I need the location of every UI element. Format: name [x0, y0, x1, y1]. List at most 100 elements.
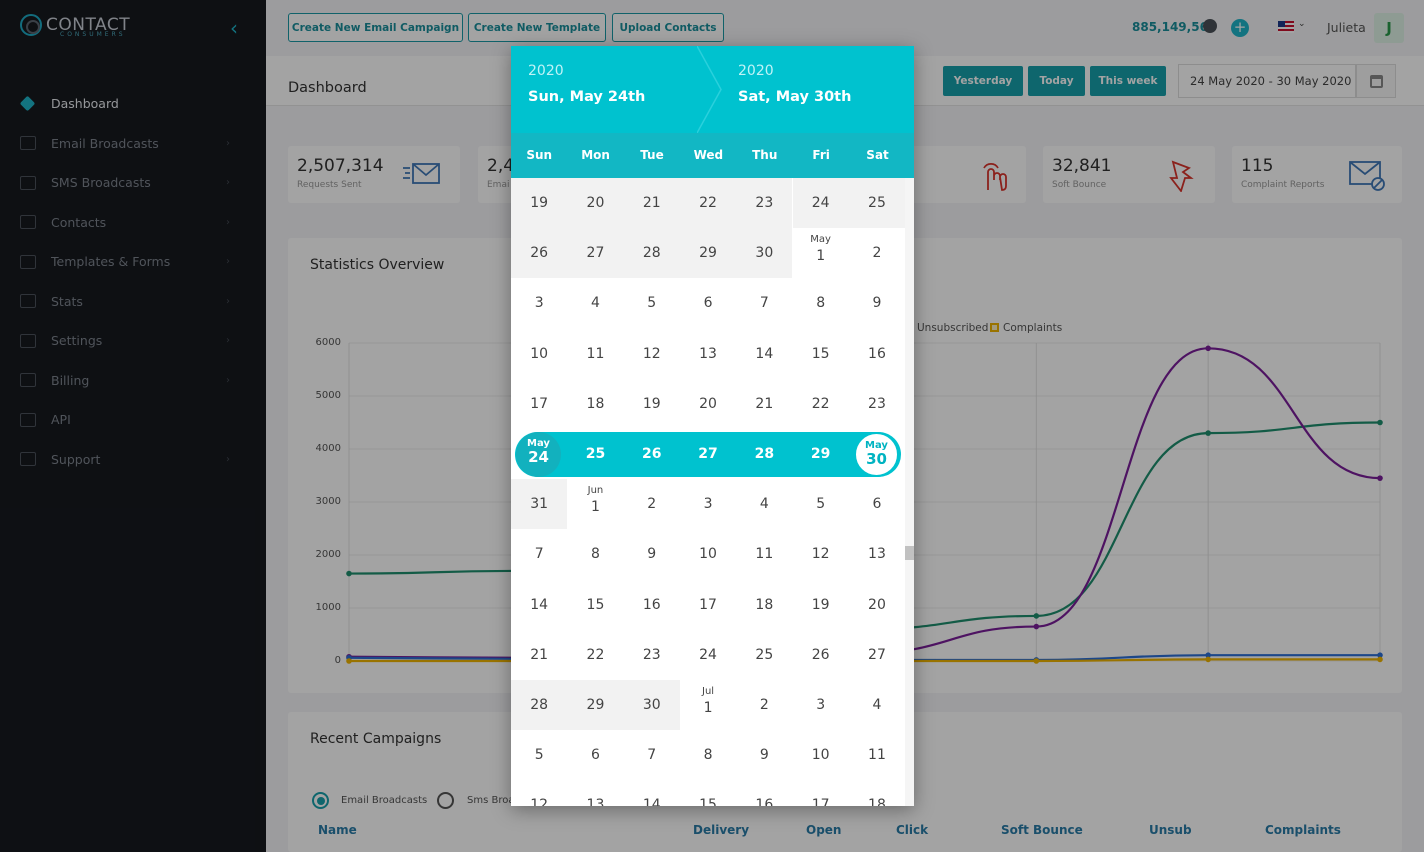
data-point[interactable]: [1033, 658, 1040, 664]
sidebar-item-support[interactable]: Support ›: [0, 440, 266, 480]
data-point[interactable]: [346, 570, 352, 577]
column-header-unsub[interactable]: Unsub: [1149, 823, 1192, 837]
calendar-day[interactable]: 23: [849, 379, 905, 429]
calendar-day[interactable]: 11: [567, 329, 623, 379]
calendar-day[interactable]: 29: [567, 680, 624, 731]
email-broadcasts-radio[interactable]: [312, 792, 329, 809]
calendar-day[interactable]: 22: [679, 178, 737, 229]
calendar-day[interactable]: 8: [567, 529, 623, 579]
calendar-day[interactable]: 9: [849, 278, 905, 328]
column-header-click[interactable]: Click: [896, 823, 929, 837]
calendar-day[interactable]: 5: [624, 278, 680, 328]
collapse-sidebar-icon[interactable]: ‹: [230, 16, 238, 40]
sidebar-item-sms-broadcasts[interactable]: SMS Broadcasts ›: [0, 163, 266, 203]
calendar-day[interactable]: 14: [511, 580, 567, 630]
logo[interactable]: CONTACT: [20, 14, 130, 36]
calendar-day[interactable]: 30: [736, 228, 793, 279]
calendar-day[interactable]: 6: [849, 479, 905, 529]
sidebar-item-dashboard[interactable]: Dashboard: [0, 84, 266, 124]
calendar-day[interactable]: 13: [680, 329, 736, 379]
this-week-button[interactable]: This week: [1090, 66, 1166, 96]
calendar-day[interactable]: 6: [567, 730, 623, 780]
calendar-day[interactable]: 16: [736, 780, 792, 806]
end-year[interactable]: 2020: [738, 63, 774, 79]
column-header-name[interactable]: Name: [318, 823, 357, 837]
calendar-day[interactable]: 17: [793, 780, 849, 806]
sidebar-item-api[interactable]: API: [0, 400, 266, 440]
calendar-scrollbar[interactable]: [905, 178, 914, 806]
sidebar-item-settings[interactable]: Settings ›: [0, 321, 266, 361]
calendar-day[interactable]: 31: [511, 479, 568, 530]
calendar-day[interactable]: 17: [680, 580, 736, 630]
calendar-day[interactable]: 24: [680, 630, 736, 680]
username[interactable]: Julieta: [1327, 20, 1366, 35]
calendar-day[interactable]: 21: [623, 178, 680, 229]
calendar-day[interactable]: 10: [511, 329, 567, 379]
calendar-day[interactable]: 30: [623, 680, 680, 731]
sidebar-item-templates-forms[interactable]: Templates & Forms ›: [0, 242, 266, 282]
calendar-day[interactable]: 23: [624, 630, 680, 680]
calendar-button[interactable]: [1356, 64, 1396, 98]
calendar-day[interactable]: 10: [680, 529, 736, 579]
calendar-day[interactable]: 8: [680, 730, 736, 780]
sidebar-item-stats[interactable]: Stats ›: [0, 282, 266, 322]
data-point[interactable]: [1205, 345, 1211, 352]
calendar-day[interactable]: 9: [736, 730, 792, 780]
calendar-day[interactable]: 27: [680, 429, 736, 479]
calendar-day[interactable]: 15: [793, 329, 849, 379]
calendar-day[interactable]: 8: [793, 278, 849, 328]
calendar-day[interactable]: 20: [849, 580, 905, 630]
calendar-day[interactable]: 12: [624, 329, 680, 379]
calendar-day[interactable]: 9: [624, 529, 680, 579]
calendar-day[interactable]: 29: [679, 228, 737, 279]
calendar-day[interactable]: 25: [567, 429, 623, 479]
calendar-day[interactable]: Jul 1: [680, 680, 736, 730]
calendar-day[interactable]: 26: [624, 429, 680, 479]
today-button[interactable]: Today: [1028, 66, 1085, 96]
calendar-day[interactable]: 13: [849, 529, 905, 579]
calendar-day[interactable]: 14: [736, 329, 792, 379]
calendar-day[interactable]: 4: [567, 278, 623, 328]
calendar-day[interactable]: Jun 1: [567, 479, 623, 529]
data-point[interactable]: [1205, 656, 1211, 663]
data-point[interactable]: [1377, 475, 1383, 481]
calendar-day[interactable]: 2: [736, 680, 792, 730]
calendar-day[interactable]: 24: [792, 178, 849, 229]
end-date-label[interactable]: Sat, May 30th: [738, 89, 852, 105]
add-credits-icon[interactable]: +: [1231, 19, 1249, 37]
calendar-day[interactable]: 29: [793, 429, 849, 479]
avatar[interactable]: J: [1374, 13, 1404, 43]
column-header-complaints[interactable]: Complaints: [1265, 823, 1341, 837]
data-point[interactable]: [1205, 652, 1211, 658]
sms-broadcasts-radio[interactable]: [437, 792, 454, 809]
column-header-delivery[interactable]: Delivery: [693, 823, 750, 837]
calendar-day[interactable]: May 1: [793, 228, 849, 278]
column-header-soft-bounce[interactable]: Soft Bounce: [1001, 823, 1083, 837]
calendar-day[interactable]: 15: [680, 780, 736, 806]
calendar-day[interactable]: 18: [567, 379, 623, 429]
language-chevron-down-icon[interactable]: ⌄: [1298, 19, 1306, 29]
calendar-day[interactable]: 21: [511, 630, 567, 680]
upload-contacts-button[interactable]: Upload Contacts: [612, 13, 724, 42]
start-date-label[interactable]: Sun, May 24th: [528, 89, 646, 105]
us-flag-icon[interactable]: [1278, 21, 1294, 33]
calendar-day[interactable]: 23: [736, 178, 793, 229]
calendar-day[interactable]: 2: [849, 228, 905, 278]
date-range-input[interactable]: 24 May 2020 - 30 May 2020: [1178, 64, 1356, 98]
calendar-day[interactable]: 3: [511, 278, 567, 328]
calendar-day[interactable]: 12: [793, 529, 849, 579]
calendar-day[interactable]: 15: [567, 580, 623, 630]
calendar-day[interactable]: 22: [793, 379, 849, 429]
create-template-button[interactable]: Create New Template: [468, 13, 606, 42]
sidebar-item-billing[interactable]: Billing ›: [0, 361, 266, 401]
calendar-day[interactable]: 18: [736, 580, 792, 630]
column-header-open[interactable]: Open: [806, 823, 842, 837]
sidebar-item-contacts[interactable]: Contacts ›: [0, 203, 266, 243]
calendar-day[interactable]: 16: [624, 580, 680, 630]
range-end-day[interactable]: May 30: [854, 432, 899, 477]
calendar-day[interactable]: 28: [736, 429, 792, 479]
calendar-day[interactable]: 25: [736, 630, 792, 680]
calendar-day[interactable]: 11: [849, 730, 905, 780]
calendar-day[interactable]: 16: [849, 329, 905, 379]
calendar-day[interactable]: 19: [624, 379, 680, 429]
